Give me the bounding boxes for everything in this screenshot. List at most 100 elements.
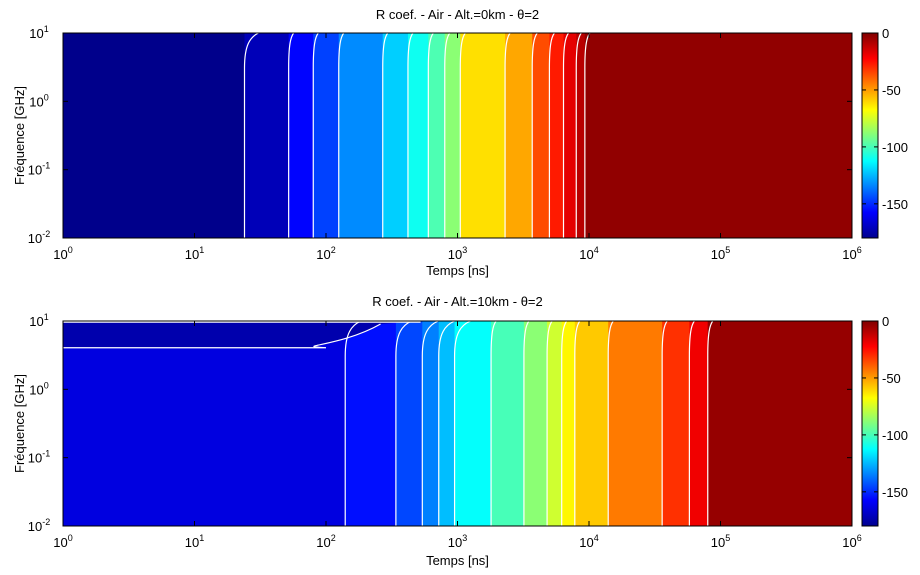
contour-region	[244, 33, 290, 238]
contour-line	[688, 321, 695, 526]
contour-line	[562, 33, 570, 238]
y-axis-label: Fréquence [GHz]	[12, 374, 27, 473]
contour-line	[561, 321, 568, 526]
x-tick-label: 103	[448, 245, 467, 262]
contour-line	[427, 33, 434, 238]
contour-region	[395, 321, 423, 526]
contour-plot-area	[63, 33, 852, 238]
chart-panel-2: 100 101 102 103 104 105 106 10-2 10-1 100 101 R coe…	[12, 294, 908, 568]
contour-line	[661, 321, 668, 526]
contour-line	[63, 323, 381, 349]
contour-region	[288, 33, 314, 238]
contour-region	[505, 33, 533, 238]
x-tick-label: 105	[711, 533, 730, 550]
colorbar-tick-label: -100	[882, 428, 908, 443]
contour-region	[523, 321, 548, 526]
x-axis-label: Temps [ns]	[426, 263, 489, 278]
contour-line	[574, 321, 581, 526]
contour-region	[382, 33, 409, 238]
contour-region	[444, 33, 461, 238]
contour-region	[561, 321, 576, 526]
contour-line	[523, 321, 530, 526]
contour-line	[288, 33, 295, 238]
contour-region	[532, 33, 550, 238]
x-tick-label: 104	[579, 533, 598, 550]
x-tick-label: 104	[579, 245, 598, 262]
contour-line	[575, 33, 582, 238]
contour-line	[312, 33, 319, 238]
y-tick-label: 101	[29, 312, 48, 329]
contour-region	[549, 33, 565, 238]
chart-panel-1: 100 101 102 103 104 105 106 10-2 10-1 100 101 R coe…	[12, 7, 908, 278]
contour-line	[344, 321, 362, 526]
contour-region	[547, 321, 563, 526]
chart-title: R coef. - Air - Alt.=10km - θ=2	[372, 294, 543, 309]
contour-line	[395, 321, 413, 526]
contour-region-top-band	[63, 321, 421, 348]
y-tick-label: 10-2	[28, 517, 50, 534]
contour-line	[707, 321, 714, 526]
contour-line	[459, 33, 466, 238]
contour-region	[576, 33, 586, 238]
contour-region-right	[707, 321, 852, 526]
contour-region	[345, 321, 397, 526]
contour-region	[574, 321, 609, 526]
contour-line	[438, 321, 455, 526]
contour-line	[490, 321, 497, 526]
y-tick-label: 10-1	[28, 161, 50, 178]
contour-region	[689, 321, 709, 526]
x-axis-label: Temps [ns]	[426, 553, 489, 568]
y-tick-label: 10-1	[28, 449, 50, 466]
contour-region-right	[584, 33, 852, 238]
contour-region	[438, 321, 456, 526]
contour-line	[531, 33, 538, 238]
contour-line	[548, 33, 555, 238]
x-tick-label: 106	[842, 245, 861, 262]
y-axis-label: Fréquence [GHz]	[12, 86, 27, 185]
x-tick-label: 105	[711, 245, 730, 262]
contour-line	[338, 33, 345, 238]
contour-line	[407, 33, 414, 238]
contour-region	[422, 321, 440, 526]
contour-plot-area	[63, 321, 852, 526]
chart-title: R coef. - Air - Alt.=0km - θ=2	[376, 7, 539, 22]
contour-region	[662, 321, 690, 526]
x-tick-label: 101	[185, 245, 204, 262]
x-tick-label: 103	[448, 533, 467, 550]
y-tick-label: 100	[29, 380, 48, 397]
contour-line	[607, 321, 614, 526]
contour-region	[608, 321, 663, 526]
contour-region	[313, 33, 340, 238]
contour-region	[428, 33, 446, 238]
y-tick-label: 10-2	[28, 229, 50, 246]
x-tick-label: 102	[316, 245, 335, 262]
x-tick-label: 102	[316, 533, 335, 550]
contour-line	[444, 33, 451, 238]
contour-region	[563, 33, 577, 238]
contour-region	[460, 33, 506, 238]
y-tick-label: 100	[29, 92, 48, 109]
contour-region	[454, 321, 492, 526]
colorbar	[861, 320, 879, 527]
contour-line	[382, 33, 389, 238]
contour-region	[407, 33, 429, 238]
x-tick-label: 101	[185, 533, 204, 550]
contour-region	[338, 33, 384, 238]
colorbar-tick-label: -150	[882, 485, 908, 500]
y-tick-label: 101	[29, 24, 48, 41]
colorbar-tick-label: 0	[882, 26, 889, 41]
x-tick-label: 106	[842, 533, 861, 550]
contour-line	[504, 33, 511, 238]
x-tick-label: 100	[53, 245, 72, 262]
contour-line	[243, 33, 259, 238]
contour-region	[491, 321, 525, 526]
x-tick-label: 100	[53, 533, 72, 550]
contour-line	[546, 321, 553, 526]
colorbar-tick-label: 0	[882, 314, 889, 329]
contour-line	[421, 321, 439, 526]
colorbar-tick-label: -100	[882, 140, 908, 155]
colorbar-tick-label: -50	[882, 83, 901, 98]
colorbar	[861, 32, 879, 239]
colorbar-tick-label: -150	[882, 197, 908, 212]
